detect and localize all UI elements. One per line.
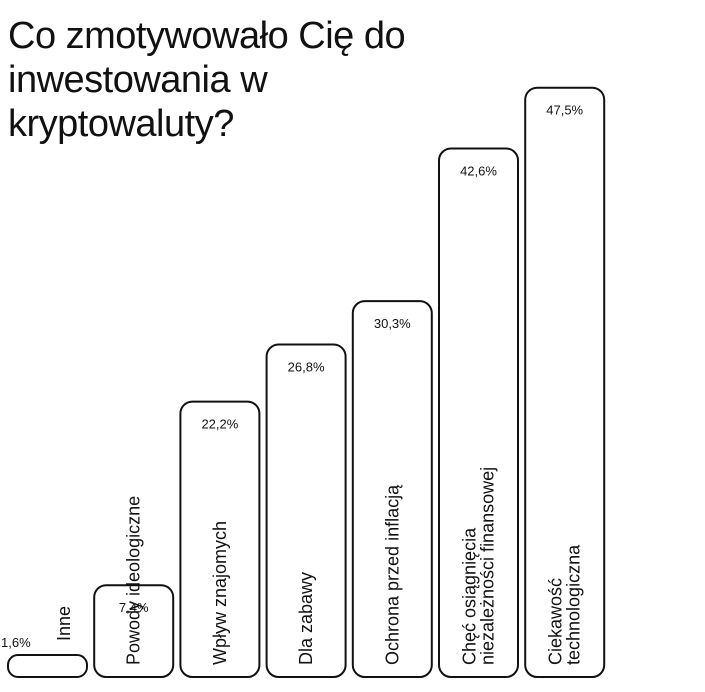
category-label: Ciekawośćtechnologiczna [546, 544, 584, 665]
value-label: 42,6% [460, 164, 497, 179]
bar [611, 17, 691, 677]
bar-group: 26,8% Dla zabawy [265, 343, 347, 678]
bar [438, 147, 519, 678]
bar [179, 400, 261, 678]
bar-group: 47,5% Ciekawośćtechnologiczna [524, 86, 606, 678]
category-label: Ochrona przed inflacją [382, 484, 402, 665]
category-label: Wpływ znajomych [210, 521, 230, 665]
bar-group: 1,6% Inne [1, 606, 88, 678]
bar [265, 343, 347, 678]
bar-group: 53,2% Możliwość szybkiego zysku [611, 17, 691, 677]
category-label: Powody ideologiczne [124, 496, 144, 665]
bar-group: 22,2% Wpływ znajomych [179, 400, 261, 678]
value-label: 7,4% [119, 600, 149, 615]
bar-group: 7,4%Powody ideologiczne [93, 496, 175, 679]
chart-title: Co zmotywowało Cię do inwestowania w kry… [8, 15, 406, 145]
value-label: 1,6% [1, 635, 31, 650]
category-label: Inne [54, 606, 74, 641]
value-label: 26,8% [288, 360, 325, 375]
category-label: Chęć osiągnięcianiezależności finansowej [460, 467, 498, 665]
bar [524, 86, 606, 678]
bar-group: 42,6% Chęć osiągnięcianiezależności finan… [438, 147, 519, 678]
value-label: 22,2% [201, 417, 238, 432]
value-label: 47,5% [546, 103, 583, 118]
value-label: 53,2% [631, 31, 671, 47]
category-label: Możliwość szybkiego zysku [636, 312, 668, 665]
value-label: 30,3% [374, 316, 411, 331]
bar-group: 30,3% Ochrona przed inflacją [351, 300, 433, 678]
bar [7, 654, 88, 678]
bar [351, 300, 433, 678]
category-label: Dla zabawy [296, 572, 316, 665]
bar [93, 584, 175, 679]
